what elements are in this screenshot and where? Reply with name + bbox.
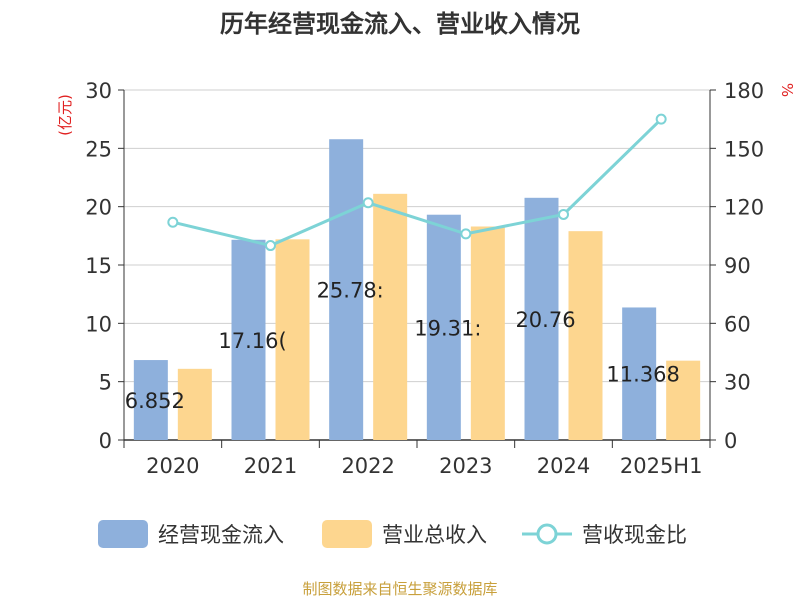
x-tick-label: 2024 xyxy=(537,454,590,478)
bar-revenue xyxy=(470,226,505,440)
bar-cash-inflow xyxy=(133,360,168,440)
bar-revenue xyxy=(568,231,603,440)
bar-cash-inflow xyxy=(426,214,461,440)
bar-revenue xyxy=(275,239,310,440)
bar-revenue xyxy=(177,368,212,440)
x-tick-label: 2023 xyxy=(439,454,492,478)
legend-swatch-cash-inflow xyxy=(98,520,148,548)
data-label-cash-inflow: 20.76 xyxy=(515,308,575,332)
legend: 经营现金流入 营业总收入 营收现金比 xyxy=(0,512,800,556)
data-label-cash-inflow: 17.16( xyxy=(218,329,286,353)
right-tick-label: 180 xyxy=(724,79,764,103)
bar-revenue xyxy=(373,193,408,440)
line-point-ratio xyxy=(460,228,472,240)
data-label-cash-inflow: 6.852 xyxy=(125,389,185,413)
right-tick-label: 30 xyxy=(724,371,751,395)
chart-title: 历年经营现金流入、营业收入情况 xyxy=(220,10,580,38)
legend-item-cash-inflow[interactable]: 经营现金流入 xyxy=(98,512,284,556)
line-point-ratio xyxy=(558,208,569,220)
right-tick-label: 120 xyxy=(724,196,764,220)
legend-item-revenue[interactable]: 营业总收入 xyxy=(322,512,487,556)
x-tick-label: 2022 xyxy=(341,454,394,478)
line-point-ratio xyxy=(362,197,374,209)
legend-item-ratio[interactable]: 营收现金比 xyxy=(522,512,687,556)
x-tick-label: 2025H1 xyxy=(620,454,703,478)
x-tick-label: 2021 xyxy=(244,454,297,478)
bar-revenue xyxy=(666,360,701,440)
bar-cash-inflow xyxy=(622,307,657,440)
right-tick-label: 150 xyxy=(724,137,764,161)
line-point-ratio xyxy=(655,113,667,125)
left-tick-label: 5 xyxy=(99,371,112,395)
data-label-cash-inflow: 19.31: xyxy=(414,316,481,340)
left-tick-label: 25 xyxy=(85,137,112,161)
left-tick-label: 15 xyxy=(85,254,112,278)
bar-cash-inflow xyxy=(524,197,559,440)
legend-label-cash-inflow: 经营现金流入 xyxy=(158,523,284,547)
legend-label-ratio: 营收现金比 xyxy=(582,523,687,547)
data-label-cash-inflow: 11.368 xyxy=(606,363,679,387)
right-tick-label: 0 xyxy=(724,429,737,453)
line-ratio xyxy=(172,118,663,248)
bar-cash-inflow xyxy=(329,139,364,440)
data-label-cash-inflow: 25.78: xyxy=(317,279,384,303)
legend-label-revenue: 营业总收入 xyxy=(382,523,487,547)
legend-swatch-ratio xyxy=(522,523,572,545)
right-tick-label: 90 xyxy=(724,254,751,278)
source-note: 制图数据来自恒生聚源数据库 xyxy=(302,580,498,598)
left-tick-label: 20 xyxy=(85,196,112,220)
left-tick-label: 0 xyxy=(99,429,112,453)
right-tick-label: 60 xyxy=(724,312,751,336)
left-tick-label: 30 xyxy=(85,79,112,103)
left-tick-label: 10 xyxy=(85,312,112,336)
bar-cash-inflow xyxy=(231,239,266,440)
line-point-ratio xyxy=(265,240,276,252)
line-point-ratio xyxy=(167,216,179,228)
legend-swatch-revenue xyxy=(322,520,372,548)
right-axis-label: % xyxy=(778,83,796,97)
left-axis-label: (亿元) xyxy=(56,94,74,136)
x-tick-label: 2020 xyxy=(146,454,199,478)
